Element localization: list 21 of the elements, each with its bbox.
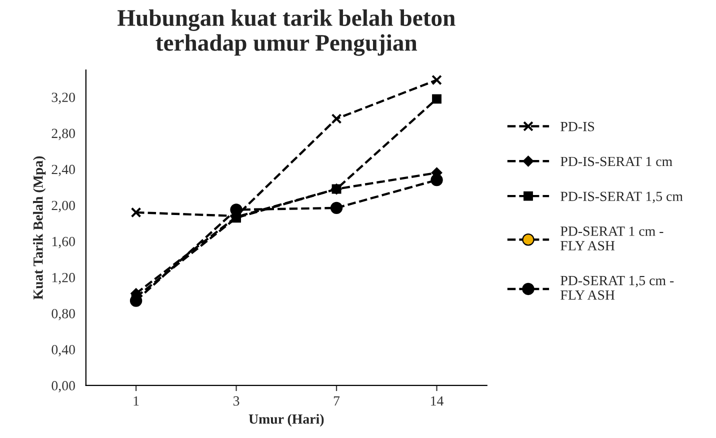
legend-label: PD-IS [560, 122, 594, 132]
legend-label: PD-SERAT 1 cm - FLY ASH [560, 226, 664, 250]
x-axis-title: Umur (Hari) [248, 414, 324, 427]
y-tick-label: 2,00 [52, 200, 75, 212]
x-tick-label: 3 [233, 396, 240, 406]
y-tick-label: 0,40 [52, 344, 75, 356]
x-tick-label: 14 [431, 396, 444, 406]
y-tick-label: 0,80 [52, 308, 75, 320]
x-tick-label: 1 [134, 396, 139, 406]
y-tick-label: 1,20 [52, 272, 75, 284]
y-tick-label: 2,40 [52, 164, 75, 176]
legend-label: PD-SERAT 1,5 cm - FLY ASH [560, 276, 674, 300]
legend-label: PD-IS-SERAT 1,5 cm [560, 192, 683, 204]
y-tick-label: 1,60 [52, 236, 75, 248]
y-tick-label: 3,20 [52, 92, 75, 104]
chart-title: Hubungan kuat tarik belah beton terhadap umur Pengujian [118, 9, 456, 56]
y-tick-label: 0,00 [52, 381, 75, 392]
x-tick-label: 7 [334, 396, 340, 406]
legend-label: PD-IS-SERAT 1 cm [560, 156, 672, 166]
y-axis-title: Kuat Tarik Belah (Mpa) [33, 156, 46, 300]
y-tick-label: 2,80 [52, 128, 75, 140]
